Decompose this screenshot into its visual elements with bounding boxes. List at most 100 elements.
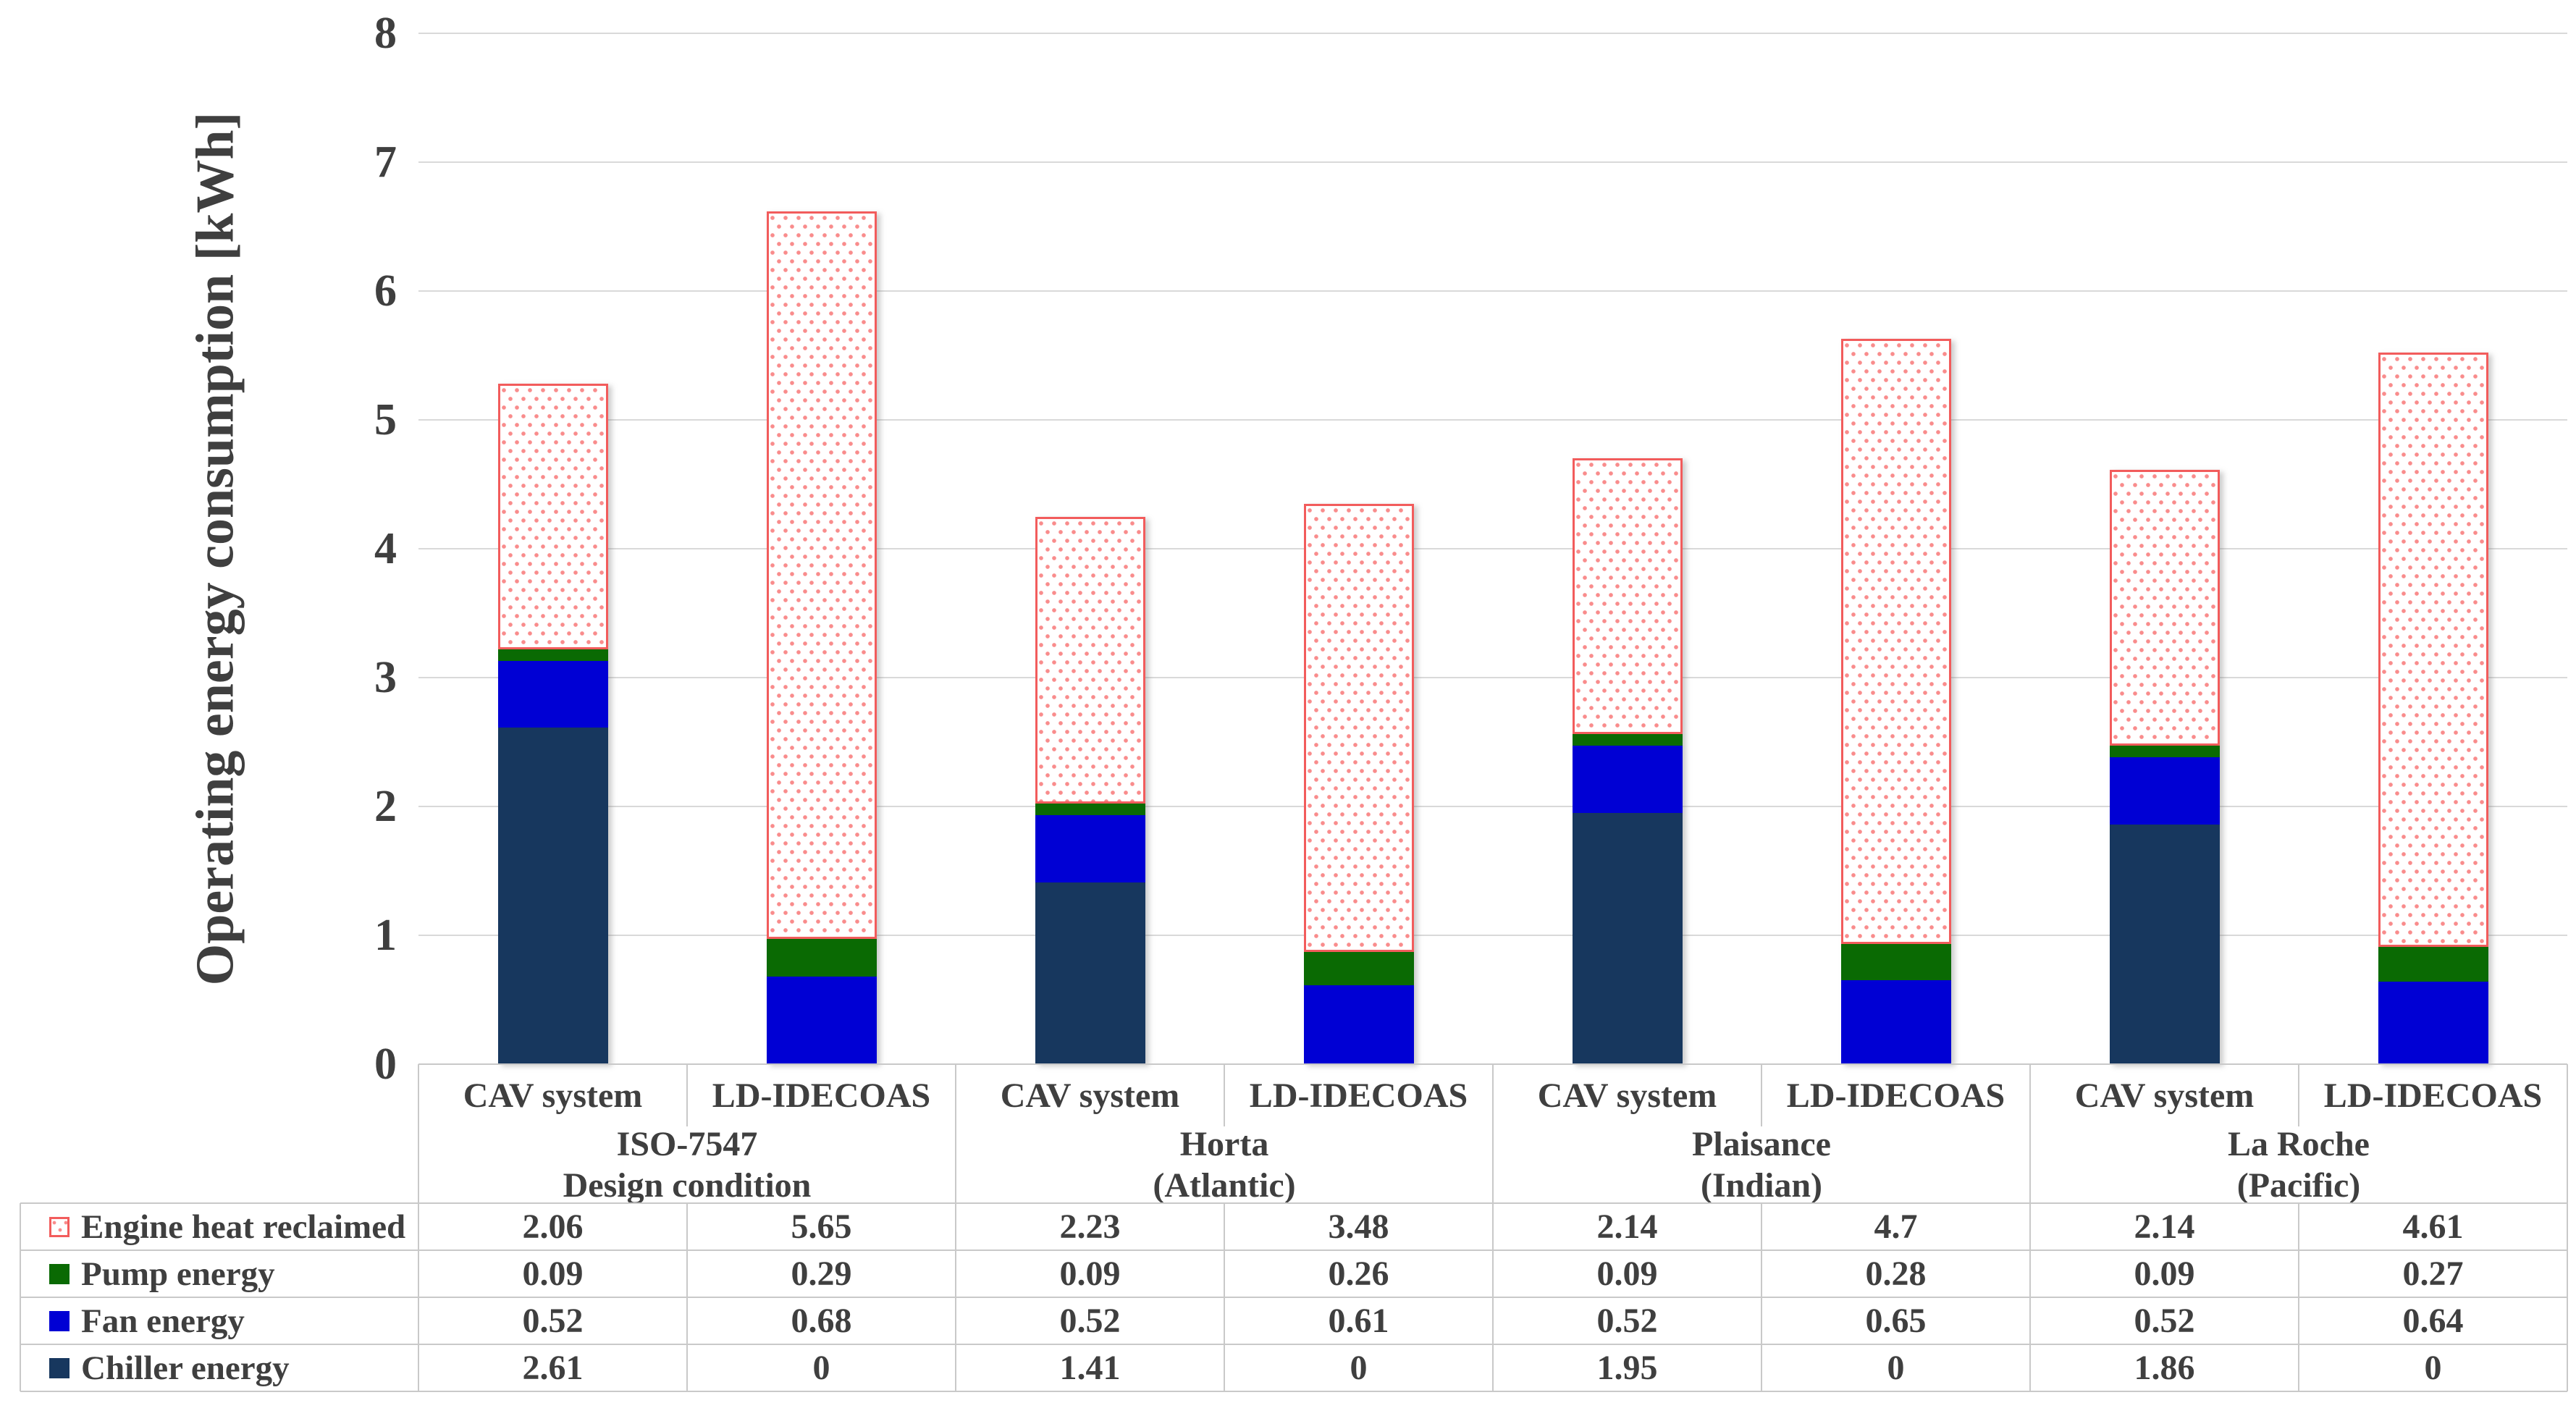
bar-segment-pump-energy [766,939,877,977]
bar-segment-chiller-energy [497,728,608,1064]
category-label-cell: CAV system [463,1076,643,1115]
bar-segment-engine-heat-reclaimed [2109,470,2220,746]
table-border-line [955,1064,956,1203]
category-label-cell: CAV system [1000,1076,1180,1115]
group-label-cell: Plaisance (Indian) [1493,1125,2030,1205]
bar-segment-pump-energy [1572,734,1683,746]
y-axis-tick-label: 3 [374,653,397,702]
value-cell: 0.09 [2134,1255,2195,1293]
bar-segment-chiller-energy [1035,882,1145,1064]
bar-segment-chiller-energy [2109,824,2220,1064]
value-cell: 0.52 [1059,1302,1121,1340]
stacked-bar [2109,470,2220,1064]
group-label-line: Horta [1179,1125,1269,1163]
value-cell: 2.06 [522,1208,584,1246]
table-border-line [20,1202,2567,1204]
value-cell: 0.68 [791,1302,852,1340]
stacked-bar [497,384,608,1064]
bar-segment-engine-heat-reclaimed [1303,503,1414,953]
stacked-bar [1303,503,1414,1064]
legend-cell: Fan energy [20,1297,418,1344]
table-border-line [1761,1064,1762,1126]
stacked-bar [1572,458,1683,1064]
group-label-line: Design condition [563,1166,812,1205]
grid-line [418,33,2567,34]
stacked-bar [766,211,877,1064]
legend-label: Chiller energy [81,1349,290,1387]
bar-segment-pump-energy [1035,804,1145,816]
bar-segment-fan-energy [1303,985,1414,1064]
bar-segment-fan-energy [1572,746,1683,813]
table-border-line [2298,1203,2299,1391]
value-cell: 0.28 [1865,1255,1927,1293]
value-cell: 0 [812,1349,830,1387]
bar-segment-engine-heat-reclaimed [2378,353,2488,948]
category-label-cell: LD-IDECOAS [1786,1076,2005,1115]
bar-segment-pump-energy [2378,947,2488,982]
bar-segment-pump-energy [1303,952,1414,986]
value-cell: 2.14 [1596,1208,1658,1246]
legend-key-pump-energy [49,1263,70,1284]
grid-line [418,935,2567,936]
legend-label: Engine heat reclaimed [81,1208,406,1246]
y-axis-title: Operating energy consumption [kWh] [185,111,245,986]
table-border-line [1224,1203,1225,1391]
group-label-line: La Roche [2228,1125,2370,1163]
bar-segment-pump-energy [1840,944,1951,981]
group-label-line: Plaisance [1692,1125,1831,1163]
group-label-line: (Indian) [1700,1166,1823,1205]
category-label-cell: CAV system [1537,1076,1717,1115]
category-label-cell: CAV system [2074,1076,2255,1115]
value-cell: 2.23 [1059,1208,1121,1246]
bar-segment-engine-heat-reclaimed [1572,458,1683,735]
y-axis-tick-label: 5 [374,395,397,444]
table-border-line [20,1344,2567,1345]
group-label-cell: Horta (Atlantic) [956,1125,1493,1205]
y-axis-tick-label: 0 [374,1040,397,1089]
table-border-line [1492,1203,1494,1391]
table-border-line [2567,1064,2568,1203]
category-label-cell: LD-IDECOAS [2323,1076,2543,1115]
value-cell: 0.09 [522,1255,584,1293]
legend-cell: Chiller energy [20,1344,418,1391]
value-cell: 5.65 [791,1208,852,1246]
value-cell: 0.09 [1596,1255,1658,1293]
bar-segment-fan-energy [1035,815,1145,882]
value-cell: 0.09 [1059,1255,1121,1293]
legend-key-fan-energy [49,1310,70,1331]
bar-segment-engine-heat-reclaimed [766,211,877,940]
legend-cell: Engine heat reclaimed [20,1203,418,1250]
table-border-line [1761,1203,1762,1391]
y-axis-tick-label: 1 [374,911,397,960]
bar-segment-pump-energy [2109,746,2220,758]
bar-segment-fan-energy [766,976,877,1064]
group-label-cell: La Roche (Pacific) [2030,1125,2567,1205]
bar-segment-engine-heat-reclaimed [497,384,608,649]
value-cell: 1.95 [1596,1349,1658,1387]
value-cell: 0 [1887,1349,1905,1387]
table-border-line [2567,1203,2568,1391]
grid-line [418,161,2567,163]
table-border-line [418,1064,419,1203]
y-axis-tick-label: 2 [374,782,397,831]
bar-segment-fan-energy [2378,982,2488,1064]
value-cell: 0.52 [1596,1302,1658,1340]
table-border-line [20,1297,2567,1298]
value-cell: 1.41 [1059,1349,1121,1387]
bar-segment-engine-heat-reclaimed [1840,338,1951,945]
table-border-line [686,1203,688,1391]
table-border-line [1224,1064,1225,1126]
legend-label: Pump energy [81,1255,275,1293]
value-cell: 2.61 [522,1349,584,1387]
bar-segment-fan-energy [2109,757,2220,825]
table-border-line [2029,1064,2031,1203]
value-cell: 0.52 [2134,1302,2195,1340]
grid-line [418,290,2567,292]
stacked-bar [1035,516,1145,1065]
stacked-bar [2378,353,2488,1064]
value-cell: 0.27 [2402,1255,2464,1293]
value-cell: 4.61 [2402,1208,2464,1246]
group-label-line: (Atlantic) [1153,1166,1296,1205]
bar-segment-fan-energy [497,660,608,728]
